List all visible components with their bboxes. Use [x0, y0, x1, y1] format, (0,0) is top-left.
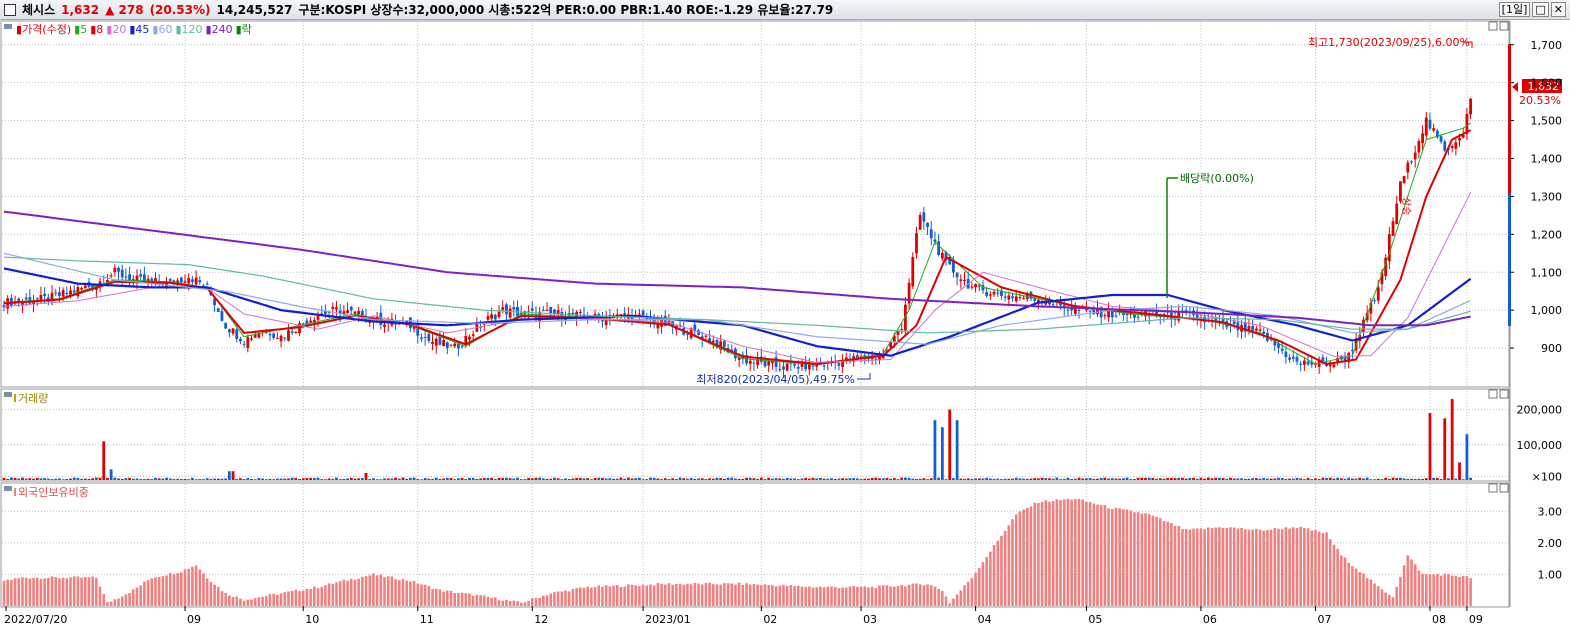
low-annotation: 최저820(2023/04/05),49.75%	[696, 373, 855, 386]
price-tick: 1,700	[1531, 39, 1563, 52]
date-tick: 02	[763, 613, 777, 626]
date-tick: 09	[187, 613, 201, 626]
date-tick: 09	[1469, 613, 1483, 626]
legend-ma-락: 락	[242, 23, 252, 36]
date-tick: 2022/07/20	[4, 613, 67, 626]
price-tick: 1,500	[1531, 115, 1563, 128]
ma-line-60	[3, 252, 1471, 345]
price-tick: 1,400	[1531, 153, 1563, 166]
price-tick: 900	[1541, 342, 1562, 355]
price-tick: 1,000	[1531, 304, 1563, 317]
volume-panel-buttons[interactable]	[1488, 389, 1509, 399]
ma-line-5	[3, 122, 1471, 366]
date-tick: 2023/01	[645, 613, 691, 626]
high-annotation: 최고1,730(2023/09/25),6.00%	[1308, 36, 1470, 49]
foreign-y-axis: 3.00 2.00 1.00	[1538, 505, 1563, 581]
panel-menu-icon[interactable]	[4, 24, 12, 29]
current-price-arrow-icon	[1512, 82, 1518, 92]
volume-tick: 200,000	[1517, 404, 1563, 417]
stock-name: 체시스	[22, 3, 56, 17]
volume-tick: ×100	[1532, 470, 1562, 483]
legend-ma-8: 8	[96, 23, 103, 36]
maximize-button[interactable]: □	[1532, 2, 1549, 17]
low-arrow-icon	[857, 373, 871, 380]
price-change: ▲ 278	[105, 2, 144, 17]
legend-ma-marker: ▮	[175, 23, 181, 36]
chart-area[interactable]: ▮가격(수정) ▮5 ▮8 ▮20 ▮45 ▮60 ▮120 ▮240 ▮락 최고1,730(2…	[0, 20, 1570, 629]
up-marker: 상승	[1400, 197, 1412, 215]
legend-ma-marker: ▮	[90, 23, 96, 36]
high-arrow-icon	[1462, 41, 1473, 48]
legend-ma-marker: ▮	[236, 23, 242, 36]
legend-ma-5: 5	[80, 23, 87, 36]
legend-price: 가격(수정)	[22, 23, 71, 36]
date-tick: 10	[305, 613, 319, 626]
title-bar: 체시스 1,632 ▲ 278 (20.53%) 14,245,527 구분:K…	[0, 0, 1570, 20]
ma-line-240	[3, 210, 1471, 327]
legend-price-marker: ▮	[16, 23, 22, 36]
price-y-axis: 1,700 1,600 1,500 1,400 1,300 1,200 1,100 1,000…	[1510, 39, 1562, 355]
price-tick: 1,200	[1531, 228, 1563, 241]
dividend-annotation: 배당락(0.00%)	[1180, 172, 1254, 185]
current-price-tag: 1,632	[1528, 80, 1560, 93]
date-x-axis: 2022/07/20 09 10 11 12 2023/01 02 03 04 05 06 07 08 0…	[4, 606, 1483, 626]
close-button[interactable]: ✕	[1550, 2, 1566, 17]
volume-tick: 100,000	[1517, 439, 1563, 452]
price-tick: 1,600	[1531, 77, 1563, 90]
foreign-tick: 3.00	[1538, 505, 1563, 518]
foreign-tick: 1.00	[1538, 568, 1563, 581]
date-tick: 07	[1317, 613, 1331, 626]
trade-volume: 14,245,527	[216, 2, 293, 17]
stock-info: 구분:KOSPI 상장수:32,000,000 시총:522억 PER:0.00…	[298, 3, 834, 17]
price-panel-buttons[interactable]	[1488, 21, 1509, 31]
ma-legend: ▮가격(수정) ▮5 ▮8 ▮20 ▮45 ▮60 ▮120 ▮240 ▮락	[16, 23, 252, 36]
legend-ma-marker: ▮	[106, 23, 112, 36]
volume-y-axis: 200,000 100,000 ×100	[1517, 404, 1563, 484]
price-tick: 1,100	[1531, 266, 1563, 279]
legend-ma-240: 240	[212, 23, 233, 36]
foreign-bars	[2, 498, 1472, 606]
foreign-menu-icon[interactable]	[4, 486, 12, 491]
current-price: 1,632	[61, 2, 100, 17]
date-tick: 12	[534, 613, 548, 626]
foreign-label: 외국인보유비중	[18, 486, 89, 499]
date-tick: 03	[863, 613, 877, 626]
date-tick: 04	[978, 613, 992, 626]
date-tick: 05	[1088, 613, 1102, 626]
legend-ma-marker: ▮	[74, 23, 80, 36]
legend-ma-marker: ▮	[129, 23, 135, 36]
ma-line-8	[3, 129, 1472, 366]
legend-ma-20: 20	[112, 23, 126, 36]
foreign-tick: 2.00	[1538, 537, 1563, 550]
foreign-panel-buttons[interactable]	[1488, 483, 1509, 493]
current-pct-tag: 20.53%	[1519, 94, 1561, 107]
date-tick: 06	[1203, 613, 1217, 626]
volume-panel[interactable]	[0, 388, 1510, 482]
date-tick: 08	[1432, 613, 1446, 626]
ma-line-20	[3, 192, 1472, 364]
volume-label: 거래량	[18, 392, 48, 405]
volume-bars	[2, 399, 1473, 480]
legend-ma-60: 60	[158, 23, 172, 36]
volume-menu-icon[interactable]	[4, 392, 12, 397]
period-button[interactable]: [1일]	[1498, 2, 1531, 17]
ma-line-120	[3, 256, 1471, 334]
select-checkbox[interactable]	[4, 3, 16, 16]
legend-ma-marker: ▮	[206, 23, 212, 36]
price-panel[interactable]	[0, 20, 1510, 388]
moving-averages	[3, 122, 1472, 366]
legend-ma-120: 120	[182, 23, 203, 36]
date-tick: 11	[420, 613, 434, 626]
legend-ma-45: 45	[135, 23, 149, 36]
price-tick: 1,300	[1531, 190, 1563, 203]
price-change-pct: (20.53%)	[149, 2, 211, 17]
legend-ma-marker: ▮	[152, 23, 158, 36]
